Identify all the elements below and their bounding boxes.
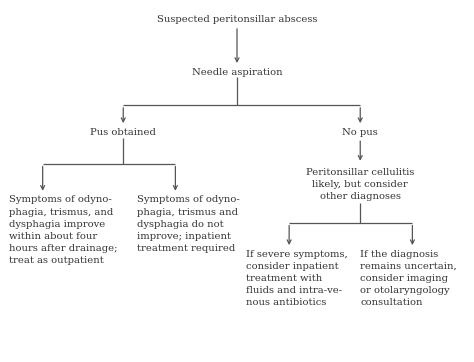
Text: Suspected peritonsillar abscess: Suspected peritonsillar abscess bbox=[157, 16, 317, 24]
Text: If severe symptoms,
consider inpatient
treatment with
fluids and intra-ve-
nous : If severe symptoms, consider inpatient t… bbox=[246, 250, 348, 307]
Text: If the diagnosis
remains uncertain,
consider imaging
or otolaryngology
consultat: If the diagnosis remains uncertain, cons… bbox=[360, 250, 457, 307]
Text: Symptoms of odyno-
phagia, trismus, and
dysphagia improve
within about four
hour: Symptoms of odyno- phagia, trismus, and … bbox=[9, 195, 118, 265]
Text: No pus: No pus bbox=[342, 128, 378, 136]
Text: Pus obtained: Pus obtained bbox=[91, 128, 156, 136]
Text: Symptoms of odyno-
phagia, trismus and
dysphagia do not
improve; inpatient
treat: Symptoms of odyno- phagia, trismus and d… bbox=[137, 195, 240, 253]
Text: Peritonsillar cellulitis
likely, but consider
other diagnoses: Peritonsillar cellulitis likely, but con… bbox=[306, 168, 414, 201]
Text: Needle aspiration: Needle aspiration bbox=[191, 68, 283, 77]
